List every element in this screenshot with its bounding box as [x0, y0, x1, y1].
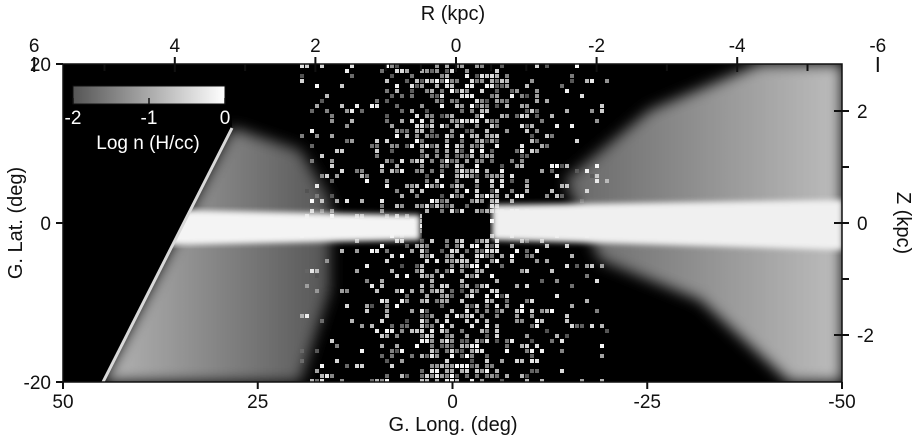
- top-tick-label: -4: [729, 36, 746, 57]
- colorbar: -2 -1 0 Log n (H/cc): [65, 85, 231, 154]
- right-tick-label: 0: [857, 214, 868, 235]
- colorbar-label: Log n (H/cc): [96, 133, 199, 154]
- left-axis-title: G. Lat. (deg): [5, 167, 27, 279]
- bottom-tick-label: 0: [447, 392, 458, 413]
- colorbar-tick-label: -1: [141, 108, 158, 129]
- colorbar-tick-label: -2: [65, 108, 82, 129]
- right-axis-title: Z (kpc): [892, 192, 914, 254]
- top-tick-label: -2: [588, 36, 605, 57]
- colorbar-tick-label: 0: [220, 108, 231, 129]
- bottom-tick-label: 50: [52, 392, 73, 413]
- bottom-tick-label: -25: [634, 392, 661, 413]
- bottom-axis-title: G. Long. (deg): [389, 414, 518, 436]
- bottom-tick-label: 25: [247, 392, 268, 413]
- right-tick-label: -2: [857, 326, 874, 347]
- top-tick-label: 6: [29, 36, 40, 57]
- left-tick-label: 20: [30, 55, 51, 76]
- left-tick-label: 0: [40, 214, 51, 235]
- right-tick-label: 2: [857, 102, 868, 123]
- left-tick-label: -20: [24, 373, 51, 394]
- top-tick-label: 0: [451, 36, 462, 57]
- top-tick-label: -6: [869, 36, 886, 57]
- top-tick-label: 4: [170, 36, 181, 57]
- top-axis-title: R (kpc): [421, 3, 485, 25]
- density-map-image: [63, 64, 842, 382]
- top-tick-label: 2: [310, 36, 321, 57]
- bottom-tick-label: -50: [828, 392, 855, 413]
